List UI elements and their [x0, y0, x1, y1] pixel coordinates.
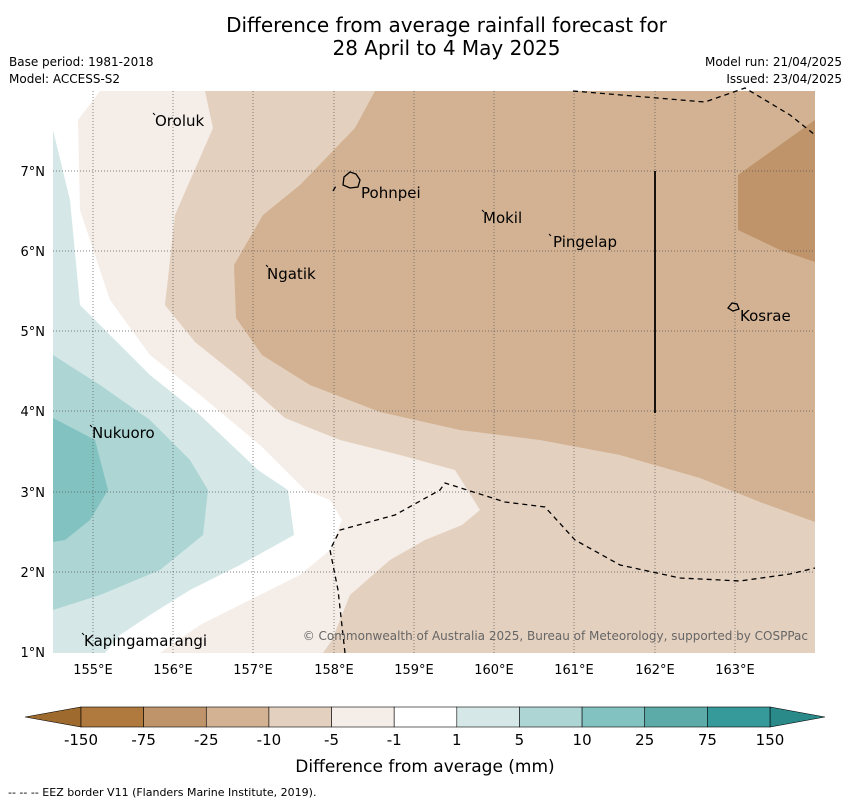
eez-border-north — [572, 87, 816, 136]
colorbar-high-extend — [769, 706, 826, 728]
colorbar-segment — [644, 706, 708, 728]
eez-border-pohnpei — [332, 185, 337, 192]
model-run: Model run: 21/04/2025 — [704, 55, 842, 69]
band-pos5 — [53, 355, 208, 610]
lat-tick-label: 6°N — [21, 245, 46, 260]
lon-tick-label: 158°E — [314, 663, 354, 678]
eez-border-south — [329, 482, 816, 654]
place-name: Pohnpei — [361, 184, 421, 202]
issued-date: Issued: 23/04/2025 — [726, 72, 842, 86]
colorbar-tick-label: 150 — [756, 731, 785, 749]
rainfall-map: Oroluk Pohnpei Mokil Pingelap Ngatik Kosrae Nu… — [21, 87, 826, 777]
place-marker — [89, 424, 93, 428]
lon-tick-label: 161°E — [554, 663, 594, 678]
colorbar-tick-label: -10 — [257, 731, 282, 749]
place-name: Nukuoro — [92, 424, 155, 442]
place-name: Oroluk — [155, 112, 204, 130]
colorbar-segment — [268, 706, 332, 728]
colorbar-segment — [205, 706, 270, 728]
eez-footnote: -- -- -- EEZ border V11 (Flanders Marine… — [8, 786, 317, 799]
colorbar: -150 -75 -25 -10 -5 -1 1 5 10 25 75 150 — [24, 706, 826, 749]
place-marker — [481, 209, 485, 213]
map-title: Difference from average rainfall forecas… — [0, 14, 850, 60]
lon-tick-label: 162°E — [635, 663, 675, 678]
place-kosrae: Kosrae — [740, 307, 791, 325]
eez-borders — [329, 87, 816, 654]
islands — [342, 171, 740, 312]
place-labels: Oroluk Pohnpei Mokil Pingelap Ngatik Kosrae Nu… — [81, 112, 791, 650]
lon-tick-label: 155°E — [73, 663, 113, 678]
band-pos10 — [53, 418, 108, 542]
longitude-ticks: 155°E 156°E 157°E 158°E 159°E 160°E 161°E 162°E… — [73, 663, 755, 678]
place-name: Ngatik — [267, 265, 316, 283]
place-marker — [265, 264, 269, 268]
kosrae-island-outline — [727, 302, 740, 312]
lon-tick-label: 159°E — [394, 663, 434, 678]
colorbar-low-extend — [24, 706, 82, 728]
place-name: Kosrae — [740, 307, 791, 325]
lon-tick-label: 160°E — [474, 663, 514, 678]
colorbar-tick-label: -75 — [131, 731, 156, 749]
colorbar-segment — [707, 706, 771, 728]
lat-tick-label: 3°N — [21, 486, 46, 501]
place-nukuoro: Nukuoro — [89, 424, 155, 442]
colorbar-tick-label: -5 — [324, 731, 339, 749]
lon-tick-label: 163°E — [715, 663, 755, 678]
colorbar-segment — [581, 706, 646, 728]
place-name: Kapingamarangi — [84, 632, 207, 650]
place-name: Mokil — [483, 209, 522, 227]
lat-tick-label: 1°N — [21, 646, 46, 661]
band-neg25 — [234, 91, 815, 522]
colorbar-tick-label: 10 — [573, 731, 592, 749]
lat-tick-label: 4°N — [21, 405, 46, 420]
colorbar-tick-label: -25 — [194, 731, 219, 749]
pohnpei-island-outline — [342, 171, 361, 189]
latitude-ticks: 7°N 6°N 5°N 4°N 3°N 2°N 1°N — [21, 165, 46, 661]
colorbar-segment — [456, 706, 520, 728]
place-pohnpei: Pohnpei — [361, 184, 421, 202]
colorbar-segment — [393, 706, 458, 728]
place-kapingamarangi: Kapingamarangi — [81, 632, 207, 650]
copyright-text: © Commonwealth of Australia 2025, Bureau… — [303, 629, 808, 643]
colorbar-label: Difference from average (mm) — [295, 757, 554, 777]
place-marker — [152, 112, 156, 116]
lat-tick-label: 5°N — [21, 325, 46, 340]
lat-tick-label: 7°N — [21, 165, 46, 180]
colorbar-segment — [331, 706, 395, 728]
place-marker — [81, 632, 85, 636]
band-neg75 — [738, 120, 815, 262]
colorbar-tick-label: 25 — [635, 731, 654, 749]
lat-tick-label: 2°N — [21, 566, 46, 581]
meta-left: Base period: 1981-2018 Model: ACCESS-S2 — [9, 54, 154, 88]
place-mokil: Mokil — [481, 209, 522, 227]
place-marker — [548, 233, 552, 237]
place-ngatik: Ngatik — [265, 264, 316, 283]
model-name: Model: ACCESS-S2 — [9, 72, 121, 86]
colorbar-tick-label: 5 — [515, 731, 525, 749]
colorbar-segment — [143, 706, 207, 728]
place-name: Pingelap — [553, 233, 617, 251]
place-oroluk: Oroluk — [152, 112, 204, 130]
title-line-1: Difference from average rainfall forecas… — [226, 13, 667, 37]
title-line-2: 28 April to 4 May 2025 — [332, 36, 561, 60]
colorbar-tick-label: -150 — [64, 731, 98, 749]
place-pingelap: Pingelap — [548, 233, 617, 251]
colorbar-segment — [519, 706, 583, 728]
lon-tick-label: 156°E — [153, 663, 193, 678]
lon-tick-label: 157°E — [233, 663, 273, 678]
contour-layer — [53, 91, 815, 653]
colorbar-tick-label: 75 — [698, 731, 717, 749]
base-period: Base period: 1981-2018 — [9, 55, 154, 69]
colorbar-segment — [80, 706, 144, 728]
colorbar-tick-label: -1 — [387, 731, 402, 749]
meta-right: Model run: 21/04/2025 Issued: 23/04/2025 — [705, 54, 842, 88]
colorbar-tick-label: 1 — [452, 731, 462, 749]
